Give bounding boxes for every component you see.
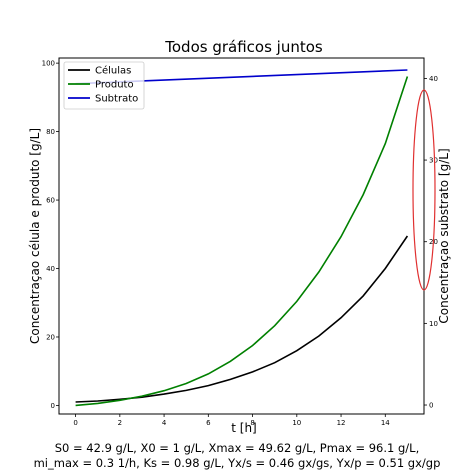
x-tick-label: 8 (250, 419, 254, 427)
series-line-produto (75, 76, 409, 407)
x-tick-label: 10 (292, 419, 301, 427)
chart-title: Todos gráficos juntos (164, 38, 323, 56)
series-line-celulas (75, 235, 409, 403)
x-tick-label: 4 (162, 419, 167, 427)
legend-label-celulas: Células (95, 65, 131, 77)
x-tick-label: 2 (118, 419, 122, 427)
footer-line-1: S0 = 42.9 g/L, X0 = 1 g/L, Xmax = 49.62 … (55, 441, 420, 455)
plot-frame (58, 57, 425, 415)
x-tick-label: 6 (206, 419, 211, 427)
x-tick-label: 12 (337, 419, 346, 427)
x-tick-label: 14 (381, 419, 390, 427)
right-y-tick-label: 0 (429, 402, 433, 410)
legend: Células Produto Subtrato (63, 61, 145, 110)
left-y-axis-ticks: 0 20 40 60 80 100 (42, 60, 59, 410)
left-y-tick-label: 80 (46, 128, 55, 136)
x-axis-label: t [h] (231, 421, 257, 435)
right-y-tick-label: 30 (429, 157, 438, 165)
left-y-tick-label: 40 (46, 265, 55, 273)
right-y-axis-label: Concentraçao substrato [g/L] (437, 148, 451, 323)
left-y-tick-label: 60 (46, 197, 55, 205)
left-y-axis-label: Concentraçao célula e produto [g/L] (28, 128, 42, 344)
footer-line-2: mi_max = 0.3 1/h, Ks = 0.98 g/L, Yx/s = … (34, 456, 441, 470)
left-y-tick-label: 0 (51, 402, 55, 410)
x-tick-label: 0 (73, 419, 77, 427)
series-lines (75, 69, 409, 407)
left-y-tick-label: 100 (42, 60, 55, 68)
red-ellipse-annotation (412, 89, 436, 291)
legend-label-subtrato: Subtrato (95, 94, 138, 105)
legend-label-produto: Produto (95, 80, 134, 91)
right-y-tick-label: 40 (429, 75, 438, 83)
left-y-tick-label: 20 (46, 333, 55, 341)
x-axis-ticks: 0 2 4 6 8 10 12 14 (73, 414, 390, 427)
right-y-tick-label: 10 (429, 320, 438, 328)
